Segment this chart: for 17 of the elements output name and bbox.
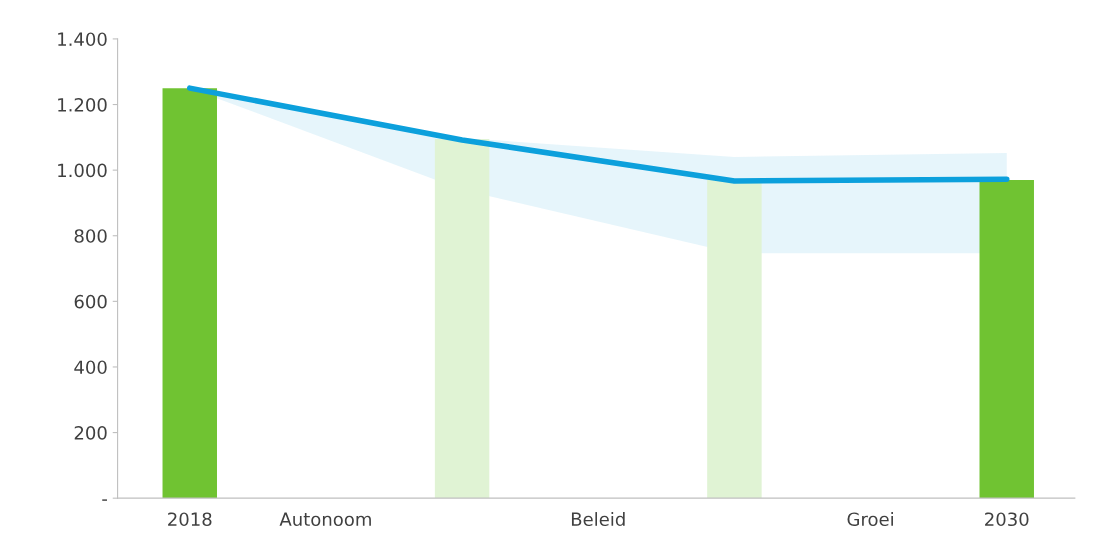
y-tick-label: 1.000 [58,163,107,178]
y-tick-label: - [102,499,107,501]
x-tick-label: 2030 [985,512,1029,527]
x-tick-label: Autonoom [279,512,371,527]
y-tick-label: 1.400 [58,32,107,47]
x-tick-label: Groei [847,512,893,527]
y-tick-label: 600 [74,294,107,309]
y-tick-label: 200 [74,426,107,440]
x-tick-label: 2018 [168,512,212,527]
y-tick-label: 1.200 [58,97,107,112]
bar [162,88,217,499]
y-tick-label: 400 [74,360,107,375]
bar [707,179,762,499]
bar [979,179,1034,499]
y-tick-label: 800 [74,229,107,243]
x-tick-label: Beleid [571,512,625,527]
bar [434,138,490,499]
